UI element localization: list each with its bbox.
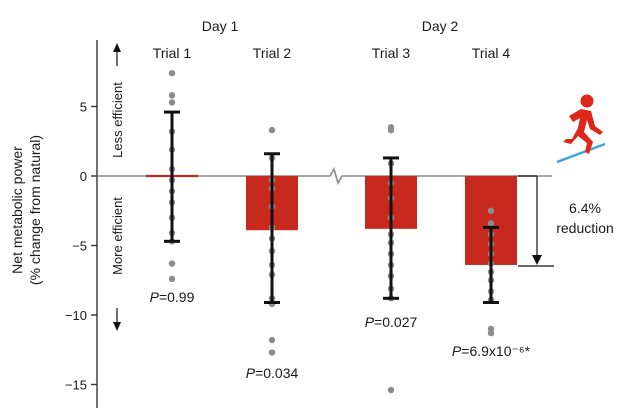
data-point xyxy=(168,69,176,77)
day-2-label: Day 2 xyxy=(422,18,459,34)
y-tick-label: −5 xyxy=(72,239,87,254)
data-point xyxy=(487,207,495,214)
data-point xyxy=(168,92,176,99)
y-tick-label: −15 xyxy=(65,378,87,393)
trial-label: Trial 1 xyxy=(153,45,192,61)
data-point xyxy=(268,126,276,134)
reduction-label: reduction xyxy=(556,220,614,236)
error-bars xyxy=(164,110,499,304)
y-axis-title-line2: (% change from natural) xyxy=(27,135,43,285)
trial-labels: Trial 1 Trial 2 Trial 3 Trial 4 xyxy=(153,45,511,61)
reduction-value: 6.4% xyxy=(569,200,601,216)
data-point xyxy=(168,99,176,106)
p-value-labels: P=0.99 P=0.034 P=0.027 P=6.9x10⁻⁶* xyxy=(150,289,531,381)
data-points xyxy=(168,69,495,394)
runner-icon xyxy=(556,94,606,164)
y-tick-label: 5 xyxy=(80,100,87,115)
y-tick-label: −10 xyxy=(65,308,87,323)
trial-label: Trial 4 xyxy=(472,45,511,61)
bars xyxy=(146,174,517,265)
p-value-label: P=6.9x10⁻⁶* xyxy=(452,343,531,359)
y-tick-label: 0 xyxy=(80,169,87,184)
data-point xyxy=(487,220,495,227)
data-point xyxy=(168,275,176,283)
less-efficient-label: Less efficient xyxy=(110,82,125,158)
axis-break xyxy=(318,166,348,186)
p-value-label: P=0.99 xyxy=(150,289,195,305)
p-value-label: P=0.034 xyxy=(246,365,299,381)
trial-label: Trial 2 xyxy=(253,45,292,61)
data-point xyxy=(487,329,495,337)
more-efficient-arrow xyxy=(113,308,121,331)
data-point xyxy=(168,260,176,267)
data-point xyxy=(268,336,276,344)
data-point xyxy=(387,126,395,134)
y-axis: 5 0 −5 −10 −15 xyxy=(65,40,98,408)
more-efficient-label: More efficient xyxy=(110,197,125,275)
reduction-bracket xyxy=(518,175,554,267)
trial-label: Trial 3 xyxy=(372,45,411,61)
less-efficient-arrow xyxy=(113,43,121,66)
y-axis-title-line1: Net metabolic power xyxy=(9,146,25,274)
data-point xyxy=(387,386,395,394)
p-value-label: P=0.027 xyxy=(365,314,418,330)
data-point xyxy=(268,349,276,356)
day-1-label: Day 1 xyxy=(202,18,239,34)
